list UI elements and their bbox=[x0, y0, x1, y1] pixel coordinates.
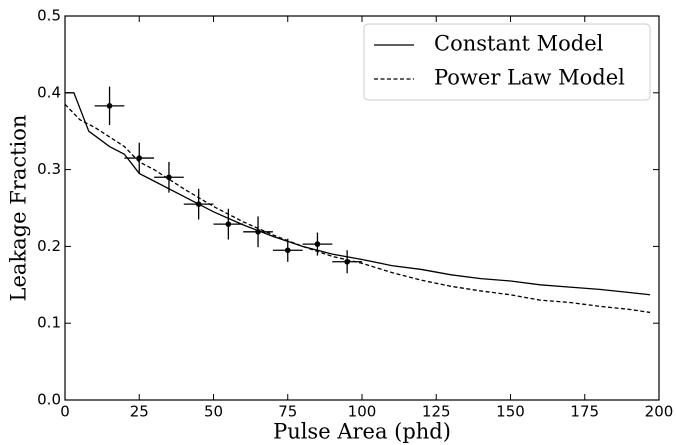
legend-box bbox=[363, 23, 651, 101]
x-tick-label: 75 bbox=[278, 403, 297, 421]
data-point bbox=[344, 258, 350, 265]
x-tick-label: 200 bbox=[645, 403, 674, 421]
x-tick-label: 100 bbox=[348, 403, 377, 421]
data-point bbox=[195, 201, 202, 207]
data-point bbox=[314, 241, 321, 247]
data-point bbox=[166, 174, 172, 181]
x-tick-label: 125 bbox=[422, 403, 451, 421]
y-tick-label: 0.0 bbox=[37, 391, 61, 409]
x-tick-label: 150 bbox=[496, 403, 525, 421]
x-tick-label: 0 bbox=[60, 403, 70, 421]
y-axis-label: Leakage Fraction bbox=[7, 115, 31, 302]
x-tick-label: 25 bbox=[130, 403, 149, 421]
data-point bbox=[225, 221, 232, 227]
x-tick-label: 50 bbox=[204, 403, 223, 421]
legend-label: Constant Model bbox=[434, 32, 604, 56]
y-tick-label: 0.3 bbox=[37, 160, 61, 178]
data-point bbox=[255, 229, 261, 235]
data-point bbox=[136, 155, 143, 161]
line-series bbox=[65, 92, 651, 296]
x-tick-label: 175 bbox=[570, 403, 599, 421]
x-axis-label: Pulse Area (phd) bbox=[273, 420, 451, 444]
line-series bbox=[64, 103, 651, 314]
y-tick-label: 0.4 bbox=[37, 83, 61, 101]
data-point bbox=[106, 103, 113, 109]
legend-label: Power Law Model bbox=[434, 66, 625, 90]
y-tick-label: 0.1 bbox=[37, 314, 61, 332]
y-tick-label: 0.2 bbox=[37, 237, 61, 255]
y-tick-label: 0.5 bbox=[37, 7, 61, 25]
data-point bbox=[284, 247, 291, 254]
